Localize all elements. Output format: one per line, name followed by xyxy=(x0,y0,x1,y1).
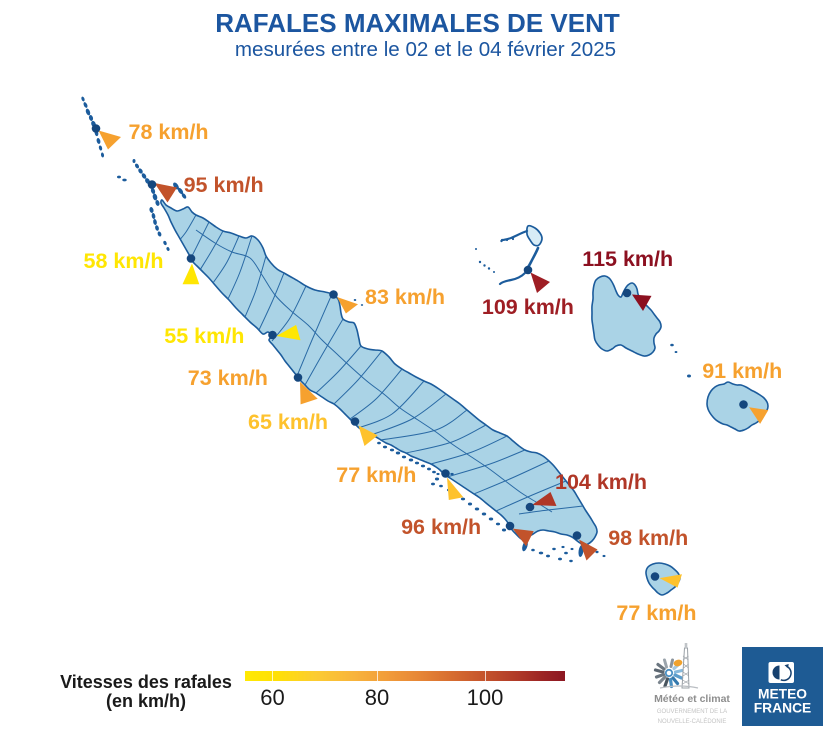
svg-text:Météo et climat: Météo et climat xyxy=(654,693,730,705)
svg-text:METEO: METEO xyxy=(758,687,807,702)
svg-text:NOUVELLE-CALÉDONIE: NOUVELLE-CALÉDONIE xyxy=(658,718,727,725)
svg-text:FRANCE: FRANCE xyxy=(754,701,812,716)
svg-text:GOUVERNEMENT DE LA: GOUVERNEMENT DE LA xyxy=(657,709,727,715)
